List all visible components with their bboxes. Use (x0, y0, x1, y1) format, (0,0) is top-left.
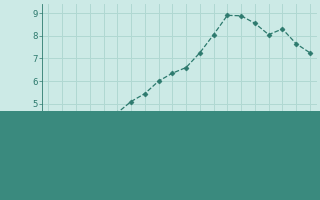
X-axis label: Humidex (Indice chaleur): Humidex (Indice chaleur) (104, 173, 254, 183)
